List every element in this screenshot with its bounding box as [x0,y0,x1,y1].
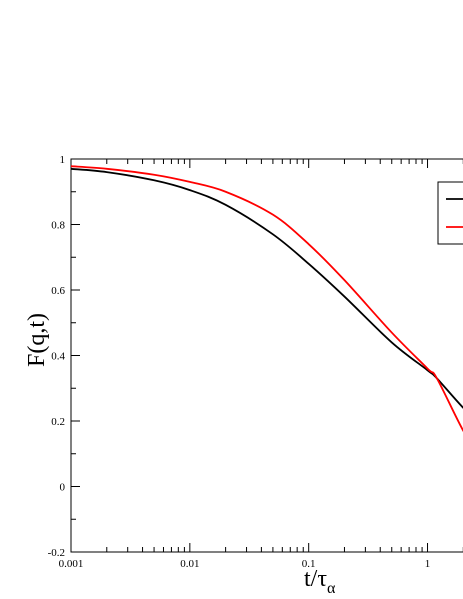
series-line-2 [70,165,463,433]
y-tick-label: 0.6 [51,285,65,297]
y-tick-label: 0.8 [51,220,65,232]
x-tick-label: 0.01 [180,558,199,570]
x-tick-label: 0.001 [59,558,84,570]
y-tick-label: 0 [60,482,66,494]
y-tick-label: 1 [60,154,66,166]
legend [437,181,463,245]
y-tick-label: 0.4 [51,351,65,363]
y-tick-label: 0.2 [51,416,65,428]
legend-box [437,181,463,245]
x-tick-label: 1 [425,558,431,570]
y-tick-label: -0.2 [48,547,65,559]
x-tick-label: 0.1 [302,558,316,570]
x-axis-title-main: t/τ [304,566,327,592]
x-axis-title: t/τα [304,566,336,597]
plot-border [70,158,463,553]
axis-ticks [70,158,463,553]
series-layer [70,165,463,433]
x-axis-title-subscript: α [327,580,336,597]
y-axis-title: F(q,t) [24,313,50,367]
series-line-1 [70,167,463,409]
plot-frame [70,158,463,553]
tick-labels: 0.001 0.01 0.1 1 -0.2 0 0.2 0.4 0.6 0.8 1 [48,154,431,570]
